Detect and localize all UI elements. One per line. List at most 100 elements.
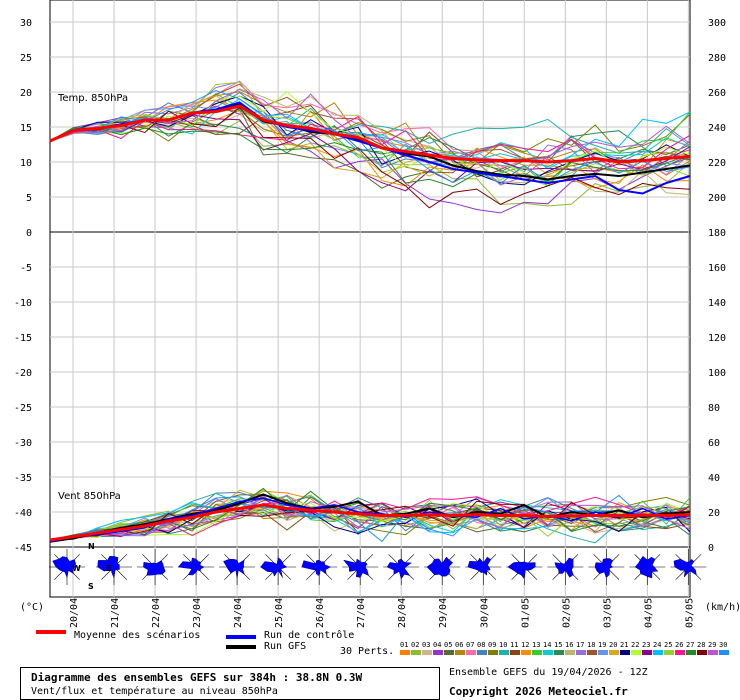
pert-swatch — [686, 650, 696, 655]
pert-swatch — [510, 650, 520, 655]
wind-rose — [96, 548, 132, 586]
pert-number: 27 — [686, 641, 694, 649]
rose-shape — [223, 558, 246, 579]
pert-swatch — [675, 650, 685, 655]
rose-shape — [386, 558, 413, 580]
temp-pert-line — [49, 95, 691, 186]
left-tick-label: -10 — [14, 298, 32, 309]
pert-swatch — [433, 650, 443, 655]
rose-shape — [507, 561, 536, 580]
pert-swatch — [719, 650, 729, 655]
wind-rose — [547, 548, 584, 586]
temp-pert-line — [49, 81, 691, 176]
pert-number: 28 — [697, 641, 705, 649]
pert-swatch — [554, 650, 564, 655]
temp-pert-line — [49, 91, 691, 169]
date-label: 25/04 — [274, 598, 285, 628]
pert-number: 29 — [708, 641, 716, 649]
pert-number: 17 — [576, 641, 584, 649]
temp-pert-line — [49, 106, 691, 209]
rose-shape — [52, 556, 76, 579]
pert-number: 30 — [719, 641, 727, 649]
pert-swatch — [499, 650, 509, 655]
rose-shape — [177, 557, 205, 576]
temp-pert-line — [49, 81, 691, 182]
date-label: 21/04 — [110, 598, 121, 628]
left-tick-label: -20 — [14, 368, 32, 379]
left-tick-label: -40 — [14, 508, 32, 519]
legend-mean-label: Moyenne des scénarios — [74, 630, 201, 641]
pert-number: 13 — [532, 641, 540, 649]
pert-swatch — [488, 650, 498, 655]
date-label: 28/04 — [397, 598, 408, 628]
rose-letter-s: S — [88, 582, 94, 591]
wind-rose — [670, 548, 707, 586]
left-tick-label: -45 — [14, 543, 32, 554]
rose-letter-n: N — [88, 542, 95, 551]
main-series-lines — [49, 101, 691, 543]
left-tick-label: -25 — [14, 403, 32, 414]
pert-number: 06 — [455, 641, 463, 649]
legend-swatches — [36, 630, 256, 649]
right-tick-label: 160 — [708, 263, 726, 274]
pert-number: 07 — [466, 641, 474, 649]
right-tick-label: 280 — [708, 53, 726, 64]
rose-letter-e: E — [106, 564, 111, 573]
pert-number: 19 — [598, 641, 606, 649]
date-label: 01/05 — [520, 598, 531, 628]
axis-tick-labels: 30 25 20 15 10 5 0 -5 -10 -15 -20 -25 -30 -35 -40 -45 30… — [14, 18, 726, 554]
wind-mean-line — [49, 503, 691, 542]
pert-number: 11 — [510, 641, 518, 649]
pert-number: 22 — [631, 641, 639, 649]
right-tick-label: 20 — [708, 508, 720, 519]
right-tick-label: 80 — [708, 403, 720, 414]
pert-swatch — [521, 650, 531, 655]
wind-rose — [629, 548, 666, 586]
date-label: 23/04 — [192, 598, 203, 628]
pert-swatch — [708, 650, 718, 655]
temp-pert-line — [49, 89, 691, 185]
left-unit-label: (°C) — [20, 602, 44, 613]
rose-shape — [260, 556, 288, 578]
rose-shape — [342, 558, 369, 578]
pert-swatch — [422, 650, 432, 655]
pert-swatch — [587, 650, 597, 655]
pert-swatch — [653, 650, 663, 655]
date-label: 29/04 — [438, 598, 449, 628]
date-label: 30/04 — [479, 598, 490, 628]
chart-title: Diagramme des ensembles GEFS sur 384h : … — [31, 671, 363, 684]
left-tick-label: -15 — [14, 333, 32, 344]
pert-number: 26 — [675, 641, 683, 649]
pert-number: 10 — [499, 641, 507, 649]
right-tick-label: 300 — [708, 18, 726, 29]
right-tick-label: 60 — [708, 438, 720, 449]
right-tick-label: 240 — [708, 123, 726, 134]
date-label: 03/05 — [602, 598, 613, 628]
pert-swatch — [620, 650, 630, 655]
left-tick-label: 10 — [20, 158, 32, 169]
left-tick-label: -30 — [14, 438, 32, 449]
pert-swatch — [466, 650, 476, 655]
temp-pert-line — [49, 115, 691, 170]
wind-roses — [49, 548, 707, 586]
wind-rose — [383, 548, 420, 586]
wind-rose — [424, 548, 461, 586]
left-tick-label: 30 — [20, 18, 32, 29]
date-label: 27/04 — [356, 598, 367, 628]
right-tick-label: 180 — [708, 228, 726, 239]
pert-swatch — [455, 650, 465, 655]
pert-swatch — [609, 650, 619, 655]
pert-number: 15 — [554, 641, 562, 649]
wind-rose — [588, 548, 625, 586]
rose-shape — [426, 556, 454, 577]
pert-swatch — [543, 650, 553, 655]
pert-number: 09 — [488, 641, 496, 649]
left-tick-label: 15 — [20, 123, 32, 134]
wind-rose — [506, 548, 543, 586]
wind-pert-line — [49, 494, 691, 541]
rose-shape — [634, 555, 659, 579]
pert-number: 24 — [653, 641, 661, 649]
pert-swatch — [697, 650, 707, 655]
chart-subtitle: Vent/flux et température au niveau 850hP… — [31, 686, 278, 697]
wind-pert-line — [49, 498, 691, 541]
